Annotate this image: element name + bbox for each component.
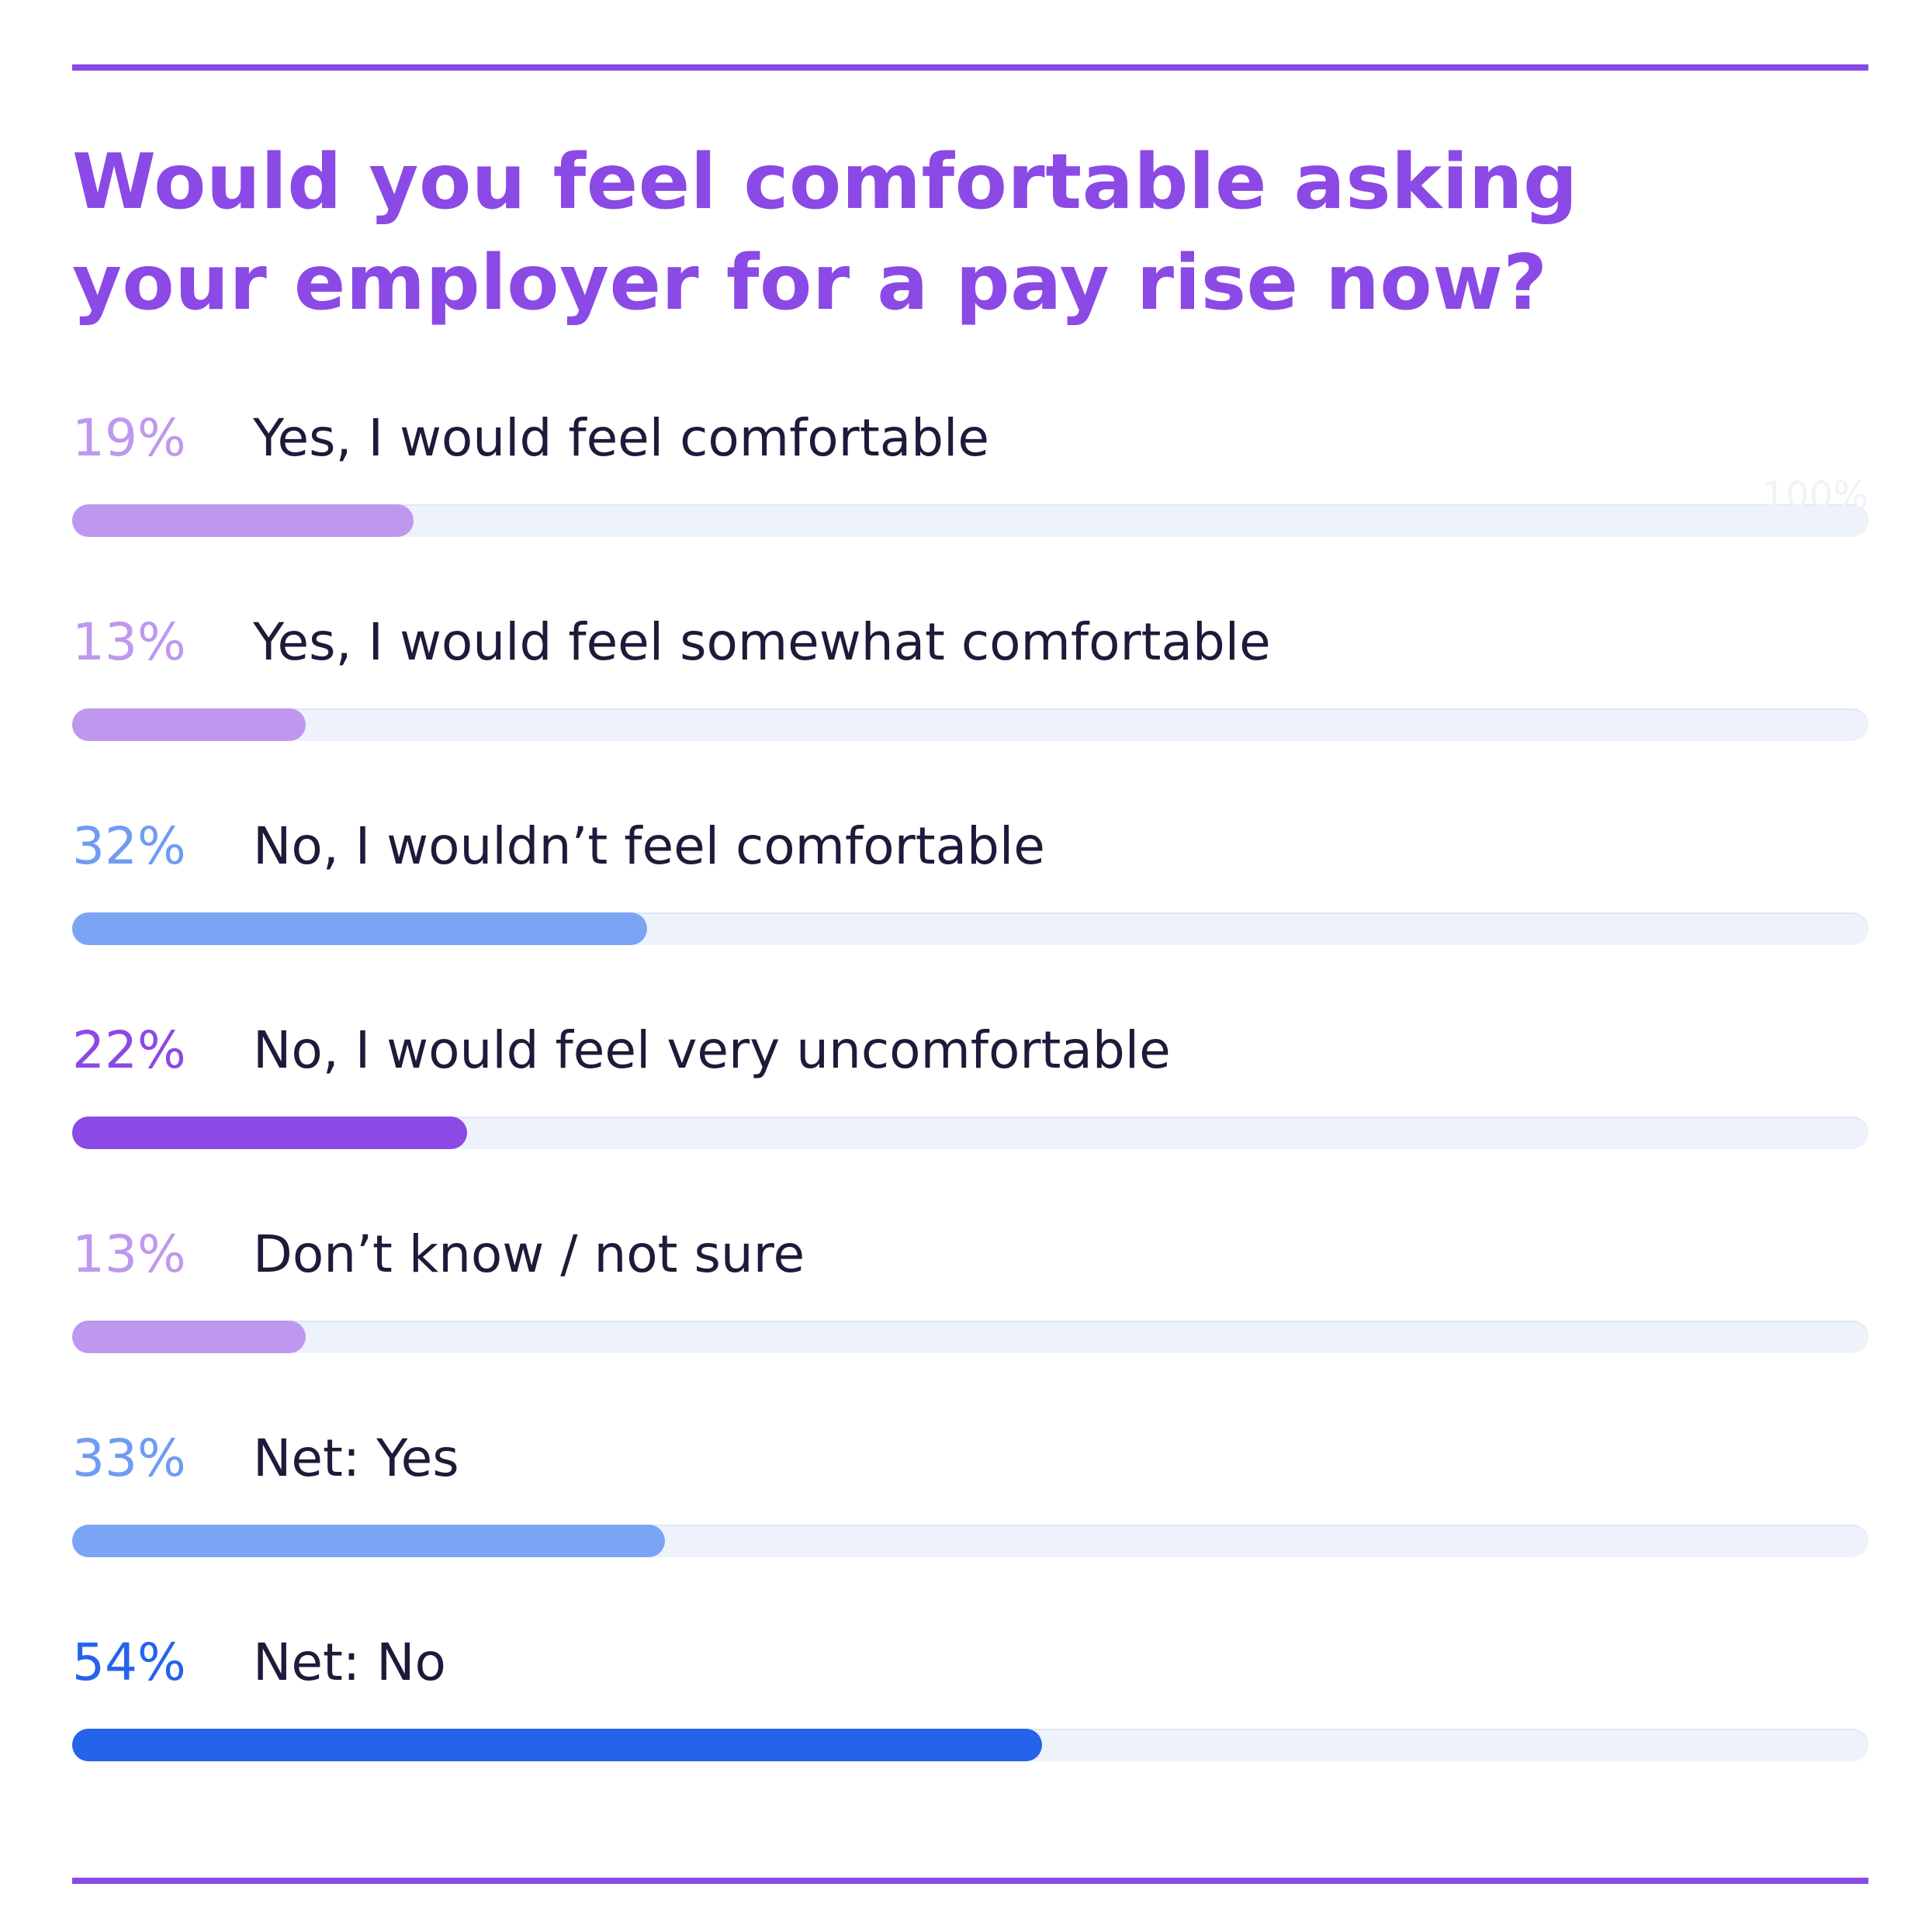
- bar-track: [72, 1729, 1868, 1761]
- bar-category-label: Net: No: [253, 1633, 446, 1692]
- bar-row: 54% Net: No: [72, 1628, 1868, 1783]
- bar-category-label: No, I would feel very uncomfortable: [253, 1020, 1171, 1080]
- chart-frame: Would you feel comfortable asking your e…: [72, 0, 1868, 1932]
- bar-value-label: 22%: [72, 1020, 186, 1080]
- chart-title: Would you feel comfortable asking your e…: [72, 138, 1578, 327]
- scale-max-label: 100%: [1761, 474, 1868, 518]
- bar-track: [72, 1117, 1868, 1149]
- bar-track: [72, 1321, 1868, 1353]
- bar-value-label: 19%: [72, 408, 186, 468]
- bar-row: 19% Yes, I would feel comfortable 100%: [72, 403, 1868, 559]
- bar-value-label: 33%: [72, 1428, 186, 1488]
- bar-category-label: Don’t know / not sure: [253, 1224, 805, 1284]
- bar: [72, 504, 414, 537]
- bar: [72, 1525, 665, 1557]
- bar-value-label: 13%: [72, 1224, 186, 1284]
- bar: [72, 912, 647, 945]
- bar-row: 13% Yes, I would feel somewhat comfortabl…: [72, 608, 1868, 763]
- bottom-rule: [72, 1878, 1868, 1884]
- bar-track: [72, 912, 1868, 945]
- top-rule: [72, 64, 1868, 71]
- bar-row: 22% No, I would feel very uncomfortable: [72, 1016, 1868, 1171]
- bar: [72, 1117, 468, 1149]
- bar-track: 100%: [72, 476, 1868, 537]
- bar-row: 13% Don’t know / not sure: [72, 1220, 1868, 1375]
- bar-value-label: 54%: [72, 1633, 186, 1692]
- bar-category-label: No, I wouldn’t feel comfortable: [253, 816, 1045, 876]
- bar-category-label: Yes, I would feel comfortable: [253, 408, 989, 468]
- bar-track: [72, 1525, 1868, 1557]
- bar: [72, 1729, 1043, 1761]
- bar: [72, 1321, 306, 1353]
- bar-category-label: Yes, I would feel somewhat comfortable: [253, 612, 1271, 672]
- bar-chart: 19% Yes, I would feel comfortable 100% 13% Y…: [72, 0, 1868, 1932]
- bar-track: [72, 708, 1868, 741]
- bar-value-label: 13%: [72, 612, 186, 672]
- bar-value-label: 32%: [72, 816, 186, 876]
- bar-row: 32% No, I wouldn’t feel comfortable: [72, 812, 1868, 967]
- bar: [72, 708, 306, 741]
- bar-category-label: Net: Yes: [253, 1428, 459, 1488]
- bar-row: 33% Net: Yes: [72, 1424, 1868, 1579]
